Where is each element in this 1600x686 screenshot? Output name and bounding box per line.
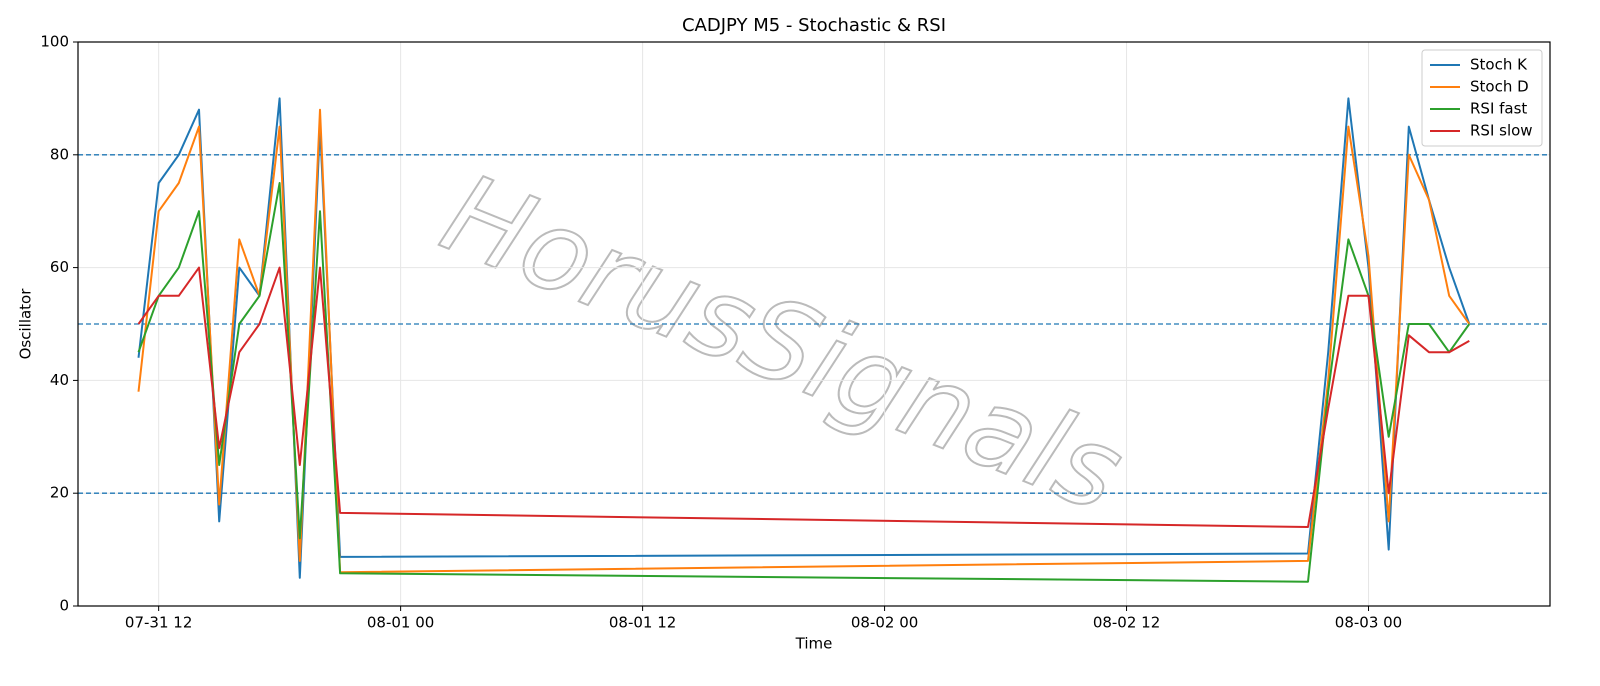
series-line — [137, 266, 1470, 528]
y-tick-label: 100 — [40, 33, 69, 51]
x-axis-label: Time — [795, 635, 833, 653]
legend-label: Stoch D — [1470, 78, 1529, 96]
y-axis-label: Oscillator — [17, 288, 35, 360]
chart-title: CADJPY M5 - Stochastic & RSI — [682, 15, 946, 36]
legend-box — [1421, 49, 1543, 147]
series-line — [137, 108, 1471, 574]
x-tick-label: 08-01 00 — [367, 614, 434, 632]
x-tick-label: 08-03 00 — [1335, 614, 1402, 632]
legend-label: RSI fast — [1470, 100, 1527, 118]
x-tick-label: 08-02 12 — [1093, 614, 1160, 632]
y-tick-label: 80 — [50, 145, 69, 163]
y-tick-label: 40 — [50, 371, 69, 389]
legend-label: RSI slow — [1470, 122, 1533, 140]
x-tick-label: 07-31 12 — [125, 614, 192, 632]
y-tick-label: 20 — [50, 484, 69, 502]
y-tick-label: 0 — [59, 597, 69, 615]
y-tick-label: 60 — [50, 258, 69, 276]
x-tick-label: 08-02 00 — [851, 614, 918, 632]
plot-frame — [77, 41, 1551, 607]
legend-label: Stoch K — [1470, 56, 1528, 74]
x-tick-label: 08-01 12 — [609, 614, 676, 632]
